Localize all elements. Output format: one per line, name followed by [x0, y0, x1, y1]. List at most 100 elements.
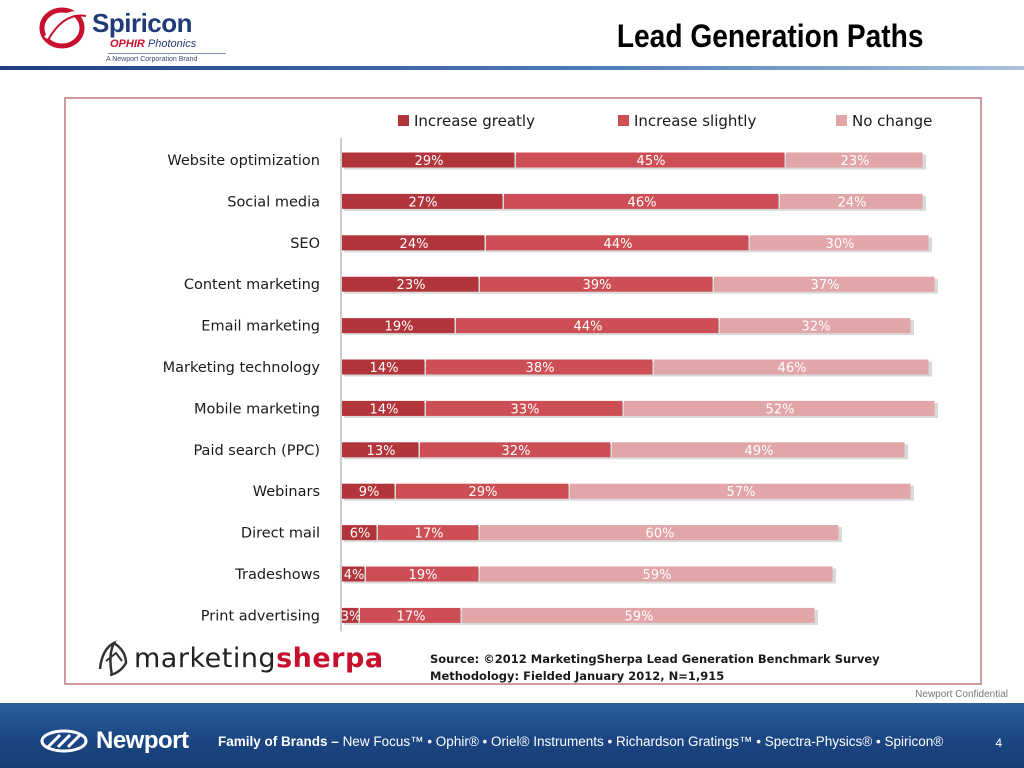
bar-value-label: 13%: [367, 444, 396, 459]
category-label: Tradeshows: [234, 567, 320, 583]
bar-value-label: 19%: [409, 568, 438, 583]
header-divider: [0, 66, 1024, 70]
category-label: Webinars: [253, 484, 320, 500]
bar-value-label: 37%: [811, 278, 840, 293]
bar-segment-increase-greatly: [342, 566, 365, 582]
spiricon-swirl-icon: [39, 7, 87, 49]
marketingsherpa-logo: marketingsherpa: [96, 639, 416, 679]
category-label: Marketing technology: [163, 360, 321, 376]
newport-wordmark: Newport: [96, 727, 189, 754]
bar-value-label: 39%: [583, 278, 612, 293]
logo-ophir-photonics: OPHIR Photonics: [110, 38, 196, 50]
bar-value-label: 60%: [646, 527, 675, 542]
bar-value-label: 24%: [838, 195, 867, 210]
bar-segment-increase-slightly: [366, 566, 479, 582]
bar-value-label: 46%: [778, 361, 807, 376]
bar-value-label: 23%: [397, 278, 426, 293]
brand-family-list: Family of Brands – New Focus™ • Ophir® •…: [218, 734, 943, 749]
bar-value-label: 46%: [628, 195, 657, 210]
stacked-bar-chart: Increase greatly Increase slightly No chan…: [163, 112, 938, 632]
bar-segment-no-change: [612, 442, 905, 458]
bar-value-label: 9%: [359, 485, 380, 500]
category-label: Mobile marketing: [194, 401, 320, 417]
bar-segment-no-change: [480, 566, 833, 582]
bar-value-label: 23%: [841, 154, 870, 169]
bar-segment-no-change: [480, 525, 839, 541]
bar-segment-increase-greatly: [342, 607, 359, 623]
bar-segment-increase-slightly: [426, 400, 623, 416]
bar-segment-increase-slightly: [360, 607, 461, 623]
logo-ophir: OPHIR: [110, 38, 145, 50]
bar-segment-no-change: [462, 607, 815, 623]
logo-photonics: Photonics: [147, 38, 197, 50]
bar-segment-increase-greatly: [342, 442, 419, 458]
legend-label-increase-slightly: Increase slightly: [634, 112, 756, 130]
category-label: Email marketing: [201, 319, 320, 335]
legend-label-no-change: No change: [852, 112, 932, 130]
bar-segment-increase-slightly: [480, 276, 713, 292]
spiricon-logo: Spiricon OPHIR Photonics A Newport Corpo…: [38, 4, 228, 66]
bar-segment-no-change: [654, 359, 929, 375]
source-line: Source: ©2012 MarketingSherpa Lead Gener…: [430, 652, 880, 666]
bar-segment-increase-greatly: [342, 152, 515, 168]
legend-label-increase-greatly: Increase greatly: [414, 112, 535, 130]
bar-value-label: 44%: [604, 237, 633, 252]
bar-value-label: 38%: [526, 361, 555, 376]
bar-segment-increase-greatly: [342, 235, 485, 251]
bar-value-label: 19%: [385, 320, 414, 335]
logo-divider: [108, 53, 226, 54]
sherpa-word-marketing: marketing: [134, 643, 277, 674]
bar-value-label: 59%: [643, 568, 672, 583]
brand-family-prefix: Family of Brands –: [218, 734, 339, 749]
legend-swatch-increase-slightly: [618, 115, 629, 126]
bar-value-label: 4%: [344, 568, 365, 583]
bar-value-label: 17%: [415, 527, 444, 542]
slide-title: Lead Generation Paths: [617, 18, 924, 54]
bar-value-label: 6%: [350, 527, 371, 542]
logo-name: Spiricon: [92, 8, 193, 38]
methodology-line: Methodology: Fielded January 2012, N=1,9…: [430, 669, 725, 683]
sherpa-wordmark: marketingsherpa: [134, 643, 384, 674]
bar-value-label: 32%: [802, 320, 831, 335]
bar-segment-increase-greatly: [342, 318, 455, 334]
bar-value-label: 14%: [370, 361, 399, 376]
chart-frame: Increase greatly Increase slightly No chan…: [64, 97, 982, 685]
bar-segment-increase-slightly: [378, 525, 479, 541]
bar-value-label: 29%: [415, 154, 444, 169]
sherpa-mountain-icon: [98, 640, 128, 677]
legend-swatch-no-change: [836, 115, 847, 126]
bar-segment-increase-greatly: [342, 359, 425, 375]
category-label: Social media: [227, 194, 320, 210]
bar-segment-no-change: [624, 400, 935, 416]
bar-value-label: 52%: [766, 402, 795, 417]
category-label: Paid search (PPC): [193, 443, 320, 459]
category-label: Print advertising: [201, 608, 320, 624]
bar-segment-increase-greatly: [342, 483, 395, 499]
sherpa-word-sherpa: sherpa: [276, 643, 384, 674]
newport-logo-icon: [40, 729, 88, 753]
legend-swatch-increase-greatly: [398, 115, 409, 126]
brand-family-names: New Focus™ • Ophir® • Oriel® Instruments…: [342, 734, 944, 749]
bar-value-label: 3%: [341, 609, 362, 624]
bar-segment-no-change: [750, 235, 929, 251]
bar-segment-no-change: [786, 152, 923, 168]
bar-value-label: 27%: [409, 195, 438, 210]
category-label: Direct mail: [241, 526, 320, 542]
bar-value-label: 32%: [502, 444, 531, 459]
source-note: Source: ©2012 MarketingSherpa Lead Gener…: [430, 651, 880, 685]
footer-bar: Newport Family of Brands – New Focus™ • …: [0, 703, 1024, 768]
bar-value-label: 33%: [511, 402, 540, 417]
logo-subtitle: A Newport Corporation Brand: [106, 56, 198, 63]
bar-segment-no-change: [780, 193, 923, 209]
bar-value-label: 14%: [370, 402, 399, 417]
bar-value-label: 30%: [826, 237, 855, 252]
bar-segment-increase-greatly: [342, 276, 479, 292]
bar-segment-increase-greatly: [342, 193, 503, 209]
page-number: 4: [995, 736, 1002, 750]
bar-segment-no-change: [720, 318, 911, 334]
bar-segment-no-change: [570, 483, 911, 499]
bar-segment-increase-slightly: [486, 235, 749, 251]
bar-segment-increase-slightly: [504, 193, 779, 209]
bar-segment-no-change: [714, 276, 935, 292]
bar-segment-increase-greatly: [342, 400, 425, 416]
